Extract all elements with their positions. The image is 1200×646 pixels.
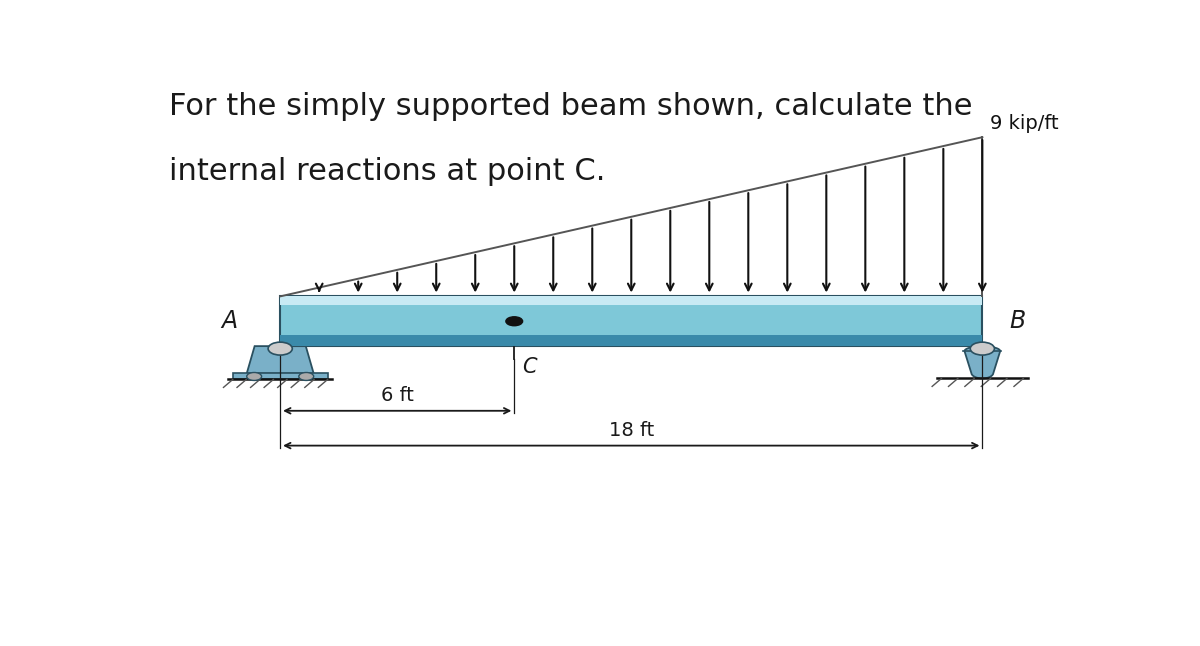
Circle shape [506, 317, 523, 326]
Text: B: B [1009, 309, 1026, 333]
Text: For the simply supported beam shown, calculate the: For the simply supported beam shown, cal… [168, 92, 972, 121]
Circle shape [247, 373, 262, 380]
Circle shape [299, 373, 313, 380]
Text: 9 kip/ft: 9 kip/ft [990, 114, 1058, 133]
Text: 18 ft: 18 ft [608, 421, 654, 440]
Text: C: C [522, 357, 536, 377]
Polygon shape [233, 373, 328, 379]
Polygon shape [247, 346, 313, 373]
Circle shape [971, 342, 995, 355]
Text: 6 ft: 6 ft [380, 386, 414, 405]
Polygon shape [965, 346, 1001, 379]
Polygon shape [281, 297, 983, 346]
Text: A: A [221, 309, 238, 333]
Circle shape [268, 342, 293, 355]
Polygon shape [281, 335, 983, 346]
Polygon shape [281, 297, 983, 306]
Text: internal reactions at point C.: internal reactions at point C. [168, 157, 605, 186]
